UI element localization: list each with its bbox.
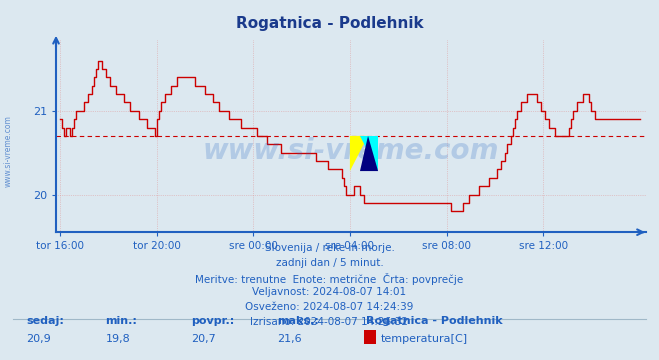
Text: Izrisano: 2024-08-07 14:26:32: Izrisano: 2024-08-07 14:26:32 — [250, 317, 409, 327]
Text: 20,7: 20,7 — [191, 334, 216, 344]
Text: sedaj:: sedaj: — [26, 316, 64, 326]
Text: 19,8: 19,8 — [105, 334, 130, 344]
Text: 20,9: 20,9 — [26, 334, 51, 344]
Polygon shape — [360, 136, 378, 171]
Polygon shape — [360, 136, 378, 171]
Text: www.si-vreme.com: www.si-vreme.com — [3, 115, 13, 187]
Text: Rogatnica - Podlehnik: Rogatnica - Podlehnik — [236, 16, 423, 31]
Text: www.si-vreme.com: www.si-vreme.com — [203, 137, 499, 165]
Text: Rogatnica - Podlehnik: Rogatnica - Podlehnik — [366, 316, 502, 326]
Text: povpr.:: povpr.: — [191, 316, 235, 326]
Text: Osveženo: 2024-08-07 14:24:39: Osveženo: 2024-08-07 14:24:39 — [245, 302, 414, 312]
Text: Slovenija / reke in morje.: Slovenija / reke in morje. — [264, 243, 395, 253]
Polygon shape — [350, 136, 368, 171]
Text: min.:: min.: — [105, 316, 137, 326]
Text: maks.:: maks.: — [277, 316, 318, 326]
Text: temperatura[C]: temperatura[C] — [381, 334, 468, 344]
Text: 21,6: 21,6 — [277, 334, 301, 344]
Text: zadnji dan / 5 minut.: zadnji dan / 5 minut. — [275, 258, 384, 268]
Text: Veljavnost: 2024-08-07 14:01: Veljavnost: 2024-08-07 14:01 — [252, 287, 407, 297]
Text: Meritve: trenutne  Enote: metrične  Črta: povprečje: Meritve: trenutne Enote: metrične Črta: … — [195, 273, 464, 284]
